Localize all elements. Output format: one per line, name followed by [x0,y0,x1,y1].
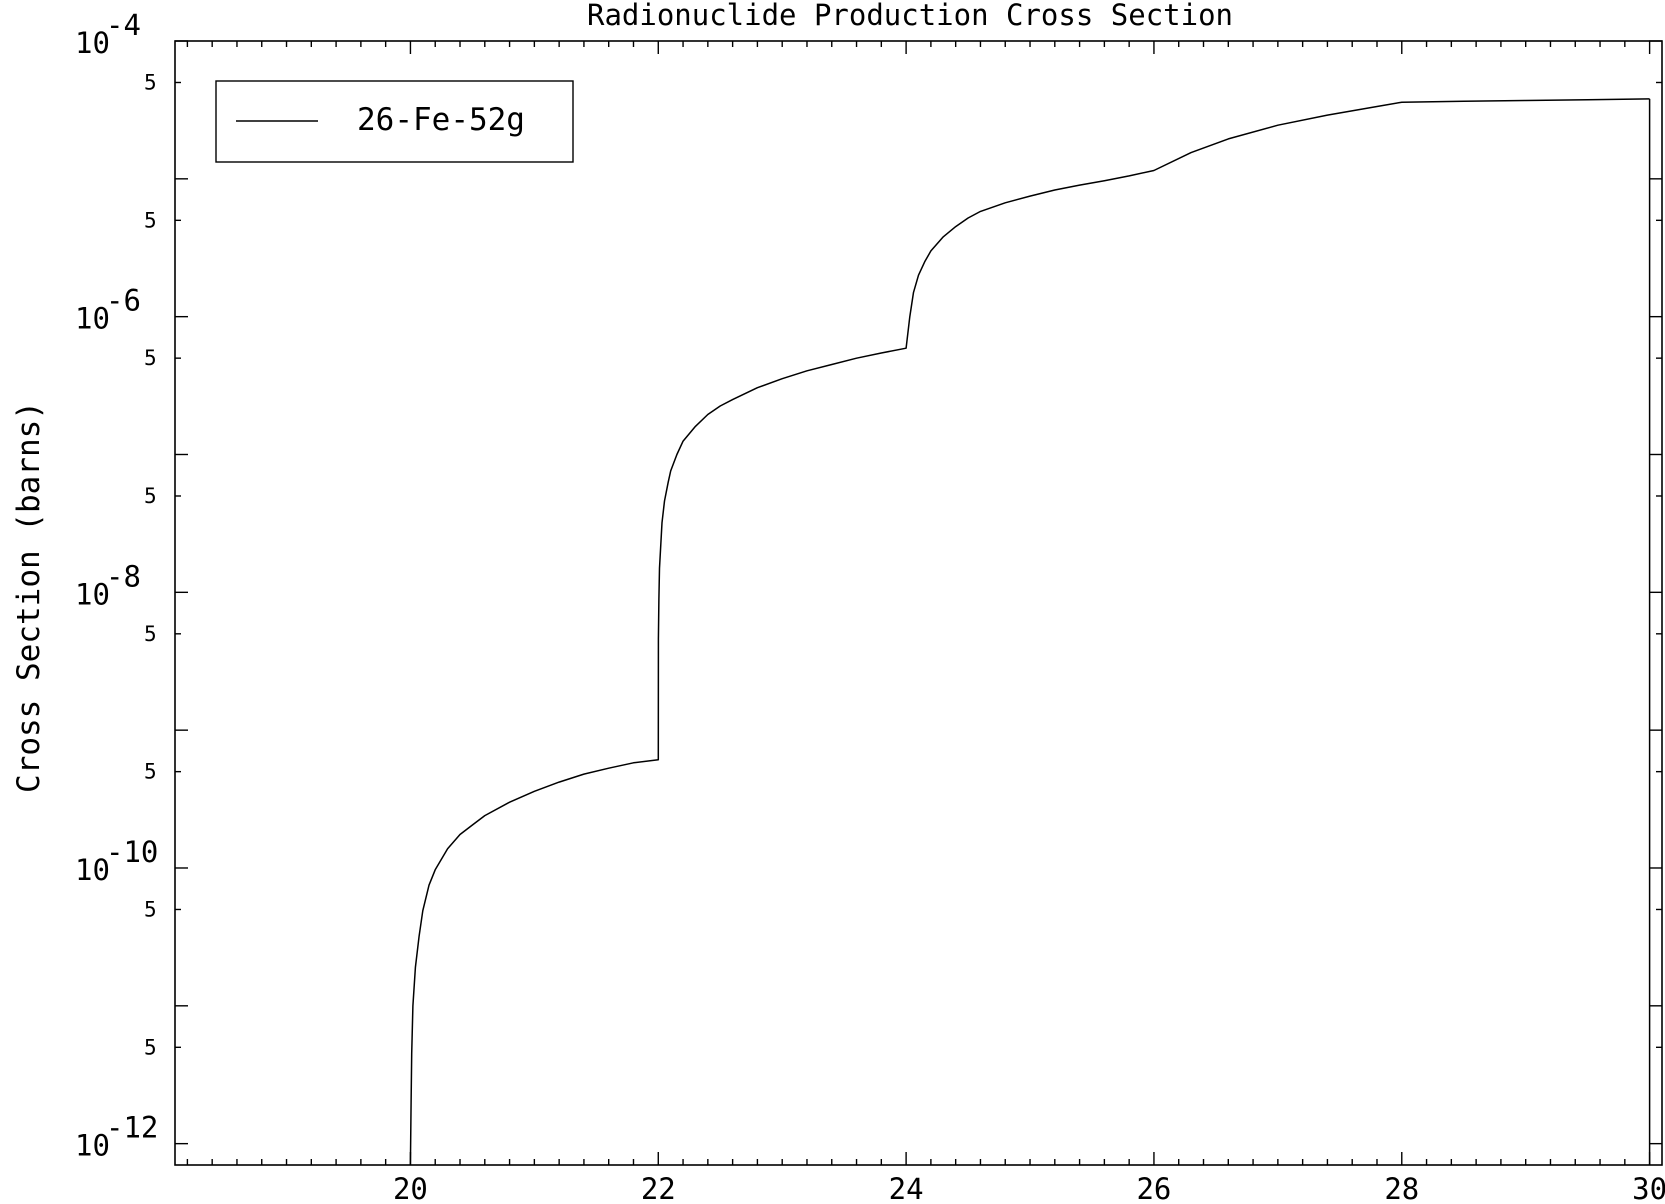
tick-labels: 20 22 24 26 28 3010-1210-1010-810-610-4555555… [75,8,1665,1204]
y-tick-label: 10-6 [75,284,141,336]
y-tick-label-exponent: -8 [106,559,141,593]
series-line [409,98,1650,1166]
y-minor-tick-label: 5 [144,897,157,921]
x-tick-label: 30 [1632,1172,1665,1204]
y-minor-tick-label: 5 [144,484,157,508]
y-tick-label-base: 10 [75,26,110,60]
y-tick-label: 10-8 [75,559,141,611]
y-tick-label: 10-12 [75,1111,158,1163]
y-tick-label-base: 10 [75,577,110,611]
legend-box [215,80,574,163]
y-tick-label-base: 10 [75,1129,110,1163]
y-tick-label-exponent: -4 [106,8,141,42]
x-tick-label: 24 [889,1172,924,1204]
y-tick-label: 10-4 [75,8,141,60]
axis-ticks [175,40,1662,1165]
y-tick-label-exponent: -12 [106,1111,158,1145]
y-tick-label-base: 10 [75,302,110,336]
series-group [409,98,1651,1166]
chart-title: Radionuclide Production Cross Section [587,0,1233,32]
y-tick-label: 10-10 [75,835,158,887]
y-minor-tick-label: 5 [144,70,157,94]
y-tick-label-exponent: -6 [106,284,141,318]
y-minor-tick-label: 5 [144,622,157,646]
y-axis-label: Cross Section (barns) [11,401,47,793]
x-tick-label: 28 [1384,1172,1419,1204]
y-minor-tick-label: 5 [144,346,157,370]
x-tick-label: 20 [393,1172,428,1204]
legend: 26-Fe-52g [215,80,574,163]
y-minor-tick-label: 5 [144,1035,157,1059]
y-tick-label-exponent: -10 [106,835,158,869]
y-minor-tick-label: 5 [144,760,157,784]
y-minor-tick-label: 5 [144,208,157,232]
y-tick-label-base: 10 [75,853,110,887]
x-tick-label: 26 [1136,1172,1171,1204]
x-tick-label: 22 [641,1172,676,1204]
legend-label: 26-Fe-52g [357,102,525,138]
plot-frame [174,40,1663,1166]
